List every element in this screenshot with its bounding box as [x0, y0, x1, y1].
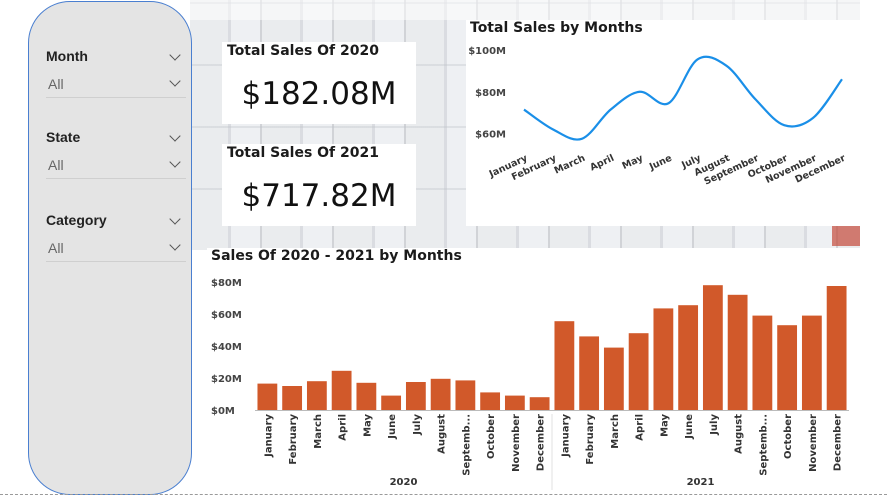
y-tick-label: $0M	[211, 406, 235, 417]
slicer-state-value[interactable]: All	[48, 157, 64, 173]
bar	[381, 395, 402, 410]
bar	[455, 380, 476, 410]
page-border	[0, 494, 887, 495]
x-tick-label: June	[684, 414, 695, 440]
x-tick-label: May	[659, 414, 670, 437]
y-tick-label: $40M	[211, 342, 242, 353]
x-tick-label: July	[412, 414, 423, 436]
line-chart-card[interactable]: Total Sales by Months $60M $80M $100M Janua…	[466, 20, 860, 226]
y-tick-label: $80M	[211, 278, 242, 289]
chart-title: Sales Of 2020 - 2021 by Months	[211, 248, 462, 264]
chevron-down-icon[interactable]	[169, 49, 181, 61]
bar	[306, 381, 327, 410]
bar	[282, 386, 303, 410]
bar	[752, 315, 773, 410]
x-tick-label: June	[387, 414, 398, 440]
bar	[430, 378, 451, 410]
group-label: 2020	[390, 477, 418, 488]
bar	[554, 321, 575, 410]
x-tick-label: November	[511, 414, 522, 472]
x-tick-label: January	[263, 414, 274, 458]
bar	[801, 315, 822, 410]
slicer-underline	[46, 97, 186, 98]
slicer-category-title: Category	[46, 212, 107, 228]
kpi-title: Total Sales Of 2021	[227, 145, 379, 161]
chevron-down-icon[interactable]	[169, 156, 181, 168]
bar	[504, 395, 525, 410]
bar	[653, 308, 674, 410]
kpi-value: $717.82M	[241, 178, 397, 214]
slicer-underline	[46, 261, 186, 262]
x-tick-label: March	[610, 414, 621, 449]
x-tick-label: May	[621, 152, 646, 172]
kpi-card-2021[interactable]: Total Sales Of 2021 $717.82M	[222, 144, 416, 226]
top-bar	[190, 0, 860, 20]
slicer-underline	[46, 178, 186, 179]
group-label: 2021	[687, 477, 715, 488]
x-tick-label: July	[709, 414, 720, 436]
bar	[405, 382, 426, 410]
bar-chart: $0M $20M $40M $60M $80M January February March A…	[211, 278, 849, 490]
x-tick-label: April	[635, 414, 646, 441]
bar	[628, 333, 649, 410]
chevron-down-icon[interactable]	[169, 239, 181, 251]
kpi-card-2020[interactable]: Total Sales Of 2020 $182.08M	[222, 42, 416, 124]
slicer-category-value[interactable]: All	[48, 240, 64, 256]
bar	[603, 347, 624, 410]
bar	[579, 336, 600, 410]
bar	[529, 397, 550, 410]
x-tick-label: April	[338, 414, 349, 441]
x-tick-label: October	[783, 414, 794, 459]
x-tick-label: June	[647, 153, 674, 173]
chevron-down-icon[interactable]	[169, 213, 181, 225]
bar	[480, 392, 501, 410]
x-tick-label: August	[734, 414, 745, 454]
x-tick-label: August	[437, 414, 448, 454]
y-tick-label: $100M	[468, 46, 506, 57]
bar	[826, 286, 847, 410]
bar	[331, 370, 352, 410]
bar	[257, 383, 278, 410]
y-tick-label: $60M	[211, 310, 242, 321]
y-tick-label: $80M	[475, 88, 506, 99]
x-tick-label: April	[588, 153, 616, 174]
series-line	[523, 55, 843, 141]
x-tick-label: October	[486, 414, 497, 459]
y-tick-label: $20M	[211, 374, 242, 385]
slicer-month-title: Month	[46, 48, 88, 64]
bar-chart-card[interactable]: Sales Of 2020 - 2021 by Months $0M $20M $4…	[207, 248, 860, 494]
kpi-value: $182.08M	[241, 76, 397, 112]
x-tick-label: March	[553, 153, 588, 177]
x-tick-label: February	[585, 414, 596, 465]
chevron-down-icon[interactable]	[169, 75, 181, 87]
slicer-month-value[interactable]: All	[48, 76, 64, 92]
x-tick-label: Septemb...	[461, 414, 472, 476]
x-tick-label: February	[288, 414, 299, 465]
bar	[702, 285, 723, 410]
chevron-down-icon[interactable]	[169, 130, 181, 142]
x-tick-label: November	[808, 414, 819, 472]
filter-panel: Month All State All Category All	[28, 1, 192, 495]
bar	[727, 294, 748, 410]
bar	[678, 305, 699, 410]
chart-title: Total Sales by Months	[470, 20, 643, 36]
y-tick-label: $60M	[475, 130, 506, 141]
x-tick-label: Septemb...	[758, 414, 769, 476]
background-accent	[832, 224, 860, 246]
kpi-title: Total Sales Of 2020	[227, 43, 379, 59]
x-tick-label: December	[833, 414, 844, 471]
x-tick-label: May	[362, 414, 373, 437]
x-tick-label: December	[536, 414, 547, 471]
x-tick-label: March	[313, 414, 324, 449]
x-tick-label: January	[560, 414, 571, 458]
slicer-state-title: State	[46, 129, 81, 145]
bar	[356, 382, 377, 410]
bar	[777, 325, 798, 410]
